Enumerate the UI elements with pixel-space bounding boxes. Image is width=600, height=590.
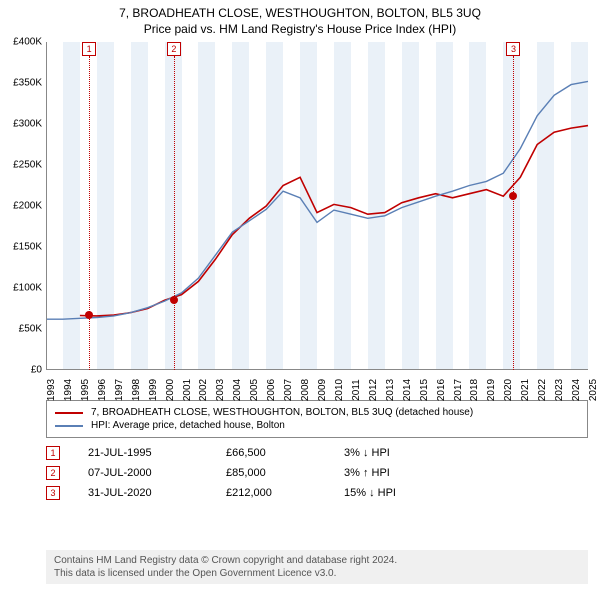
marker-row-num: 1: [46, 446, 60, 460]
x-tick-label: 2013: [385, 379, 396, 401]
title-line1: 7, BROADHEATH CLOSE, WESTHOUGHTON, BOLTO…: [0, 6, 600, 20]
x-tick-label: 2007: [283, 379, 294, 401]
x-tick-label: 2004: [232, 379, 243, 401]
x-tick-label: 2001: [182, 379, 193, 401]
legend-item: HPI: Average price, detached house, Bolt…: [55, 420, 579, 431]
x-tick-label: 2003: [215, 379, 226, 401]
x-tick-label: 2017: [453, 379, 464, 401]
x-axis: [46, 369, 588, 370]
y-tick-label: £400K: [13, 37, 42, 48]
legend-label: HPI: Average price, detached house, Bolt…: [91, 420, 285, 431]
legend-swatch: [55, 412, 83, 414]
marker-row: 1 21-JUL-1995 £66,500 3% ↓ HPI: [46, 446, 588, 460]
marker-row-date: 21-JUL-1995: [88, 447, 198, 459]
marker-dot: [85, 311, 93, 319]
y-tick-label: £200K: [13, 201, 42, 212]
x-tick-label: 1997: [114, 379, 125, 401]
x-tick-label: 2021: [520, 379, 531, 401]
x-tick-label: 2024: [571, 379, 582, 401]
x-tick-label: 2023: [554, 379, 565, 401]
marker-row-date: 07-JUL-2000: [88, 467, 198, 479]
x-tick-label: 2014: [402, 379, 413, 401]
x-tick-label: 2022: [537, 379, 548, 401]
x-tick-label: 2025: [588, 379, 599, 401]
x-tick-label: 1996: [97, 379, 108, 401]
chart-lines: [46, 42, 588, 370]
x-tick-label: 1993: [46, 379, 57, 401]
title-line2: Price paid vs. HM Land Registry's House …: [0, 22, 600, 36]
y-tick-label: £0: [31, 365, 42, 376]
markers-table: 1 21-JUL-1995 £66,500 3% ↓ HPI 2 07-JUL-2000 £…: [46, 446, 588, 500]
x-tick-label: 1998: [131, 379, 142, 401]
marker-box: 3: [506, 42, 520, 56]
marker-row-diff: 15% ↓ HPI: [344, 487, 454, 499]
marker-row-price: £66,500: [226, 447, 316, 459]
marker-row: 2 07-JUL-2000 £85,000 3% ↑ HPI: [46, 466, 588, 480]
y-tick-label: £250K: [13, 160, 42, 171]
y-tick-label: £150K: [13, 242, 42, 253]
plot-area: £0£50K£100K£150K£200K£250K£300K£350K£400…: [46, 42, 588, 370]
x-tick-label: 2019: [486, 379, 497, 401]
x-tick-label: 2009: [317, 379, 328, 401]
x-tick-label: 2011: [351, 379, 362, 401]
x-tick-label: 2015: [419, 379, 430, 401]
marker-box: 2: [167, 42, 181, 56]
marker-row-diff: 3% ↓ HPI: [344, 447, 454, 459]
marker-row: 3 31-JUL-2020 £212,000 15% ↓ HPI: [46, 486, 588, 500]
marker-line: [513, 56, 514, 370]
marker-row-num: 2: [46, 466, 60, 480]
footer-line1: Contains HM Land Registry data © Crown c…: [54, 554, 580, 567]
marker-row-diff: 3% ↑ HPI: [344, 467, 454, 479]
x-tick-label: 2006: [266, 379, 277, 401]
marker-row-date: 31-JUL-2020: [88, 487, 198, 499]
x-tick-label: 2020: [503, 379, 514, 401]
series-hpi: [46, 81, 588, 319]
x-tick-label: 2000: [165, 379, 176, 401]
footer-line2: This data is licensed under the Open Gov…: [54, 567, 580, 580]
marker-dot: [170, 296, 178, 304]
legend-item: 7, BROADHEATH CLOSE, WESTHOUGHTON, BOLTO…: [55, 407, 579, 418]
x-tick-label: 1994: [63, 379, 74, 401]
x-tick-label: 2012: [368, 379, 379, 401]
marker-box: 1: [82, 42, 96, 56]
x-tick-label: 1999: [148, 379, 159, 401]
footer-attribution: Contains HM Land Registry data © Crown c…: [46, 550, 588, 584]
marker-row-price: £212,000: [226, 487, 316, 499]
x-tick-label: 2002: [198, 379, 209, 401]
marker-row-num: 3: [46, 486, 60, 500]
legend-label: 7, BROADHEATH CLOSE, WESTHOUGHTON, BOLTO…: [91, 407, 473, 418]
price-chart: £0£50K£100K£150K£200K£250K£300K£350K£400…: [46, 42, 588, 392]
marker-row-price: £85,000: [226, 467, 316, 479]
legend-swatch: [55, 425, 83, 427]
legend: 7, BROADHEATH CLOSE, WESTHOUGHTON, BOLTO…: [46, 400, 588, 438]
y-tick-label: £350K: [13, 78, 42, 89]
y-tick-label: £50K: [19, 324, 42, 335]
y-tick-label: £100K: [13, 283, 42, 294]
y-axis: [46, 42, 47, 370]
x-tick-label: 2016: [436, 379, 447, 401]
x-tick-label: 2005: [249, 379, 260, 401]
marker-dot: [509, 192, 517, 200]
x-tick-label: 2018: [469, 379, 480, 401]
x-tick-label: 1995: [80, 379, 91, 401]
x-tick-label: 2008: [300, 379, 311, 401]
y-tick-label: £300K: [13, 119, 42, 130]
marker-line: [89, 56, 90, 370]
series-property: [80, 126, 588, 316]
x-tick-label: 2010: [334, 379, 345, 401]
marker-line: [174, 56, 175, 370]
